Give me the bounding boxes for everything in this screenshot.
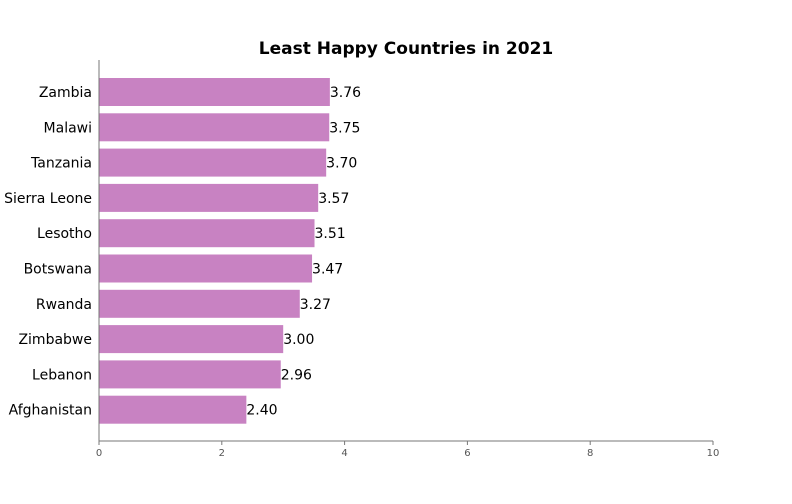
x-tick-label: 2 — [219, 448, 225, 459]
value-label: 3.75 — [329, 120, 360, 136]
value-label: 3.51 — [315, 226, 346, 242]
x-tick-label: 8 — [587, 448, 593, 459]
category-label: Lesotho — [37, 226, 92, 242]
value-label: 2.40 — [246, 403, 277, 419]
category-label: Sierra Leone — [4, 191, 92, 207]
bar-zambia — [99, 78, 330, 106]
x-tick-label: 6 — [464, 448, 470, 459]
x-tick-label: 0 — [96, 448, 102, 459]
x-tick-label: 4 — [341, 448, 347, 459]
category-label: Zambia — [39, 85, 92, 101]
bars-group — [99, 78, 330, 424]
value-label: 3.27 — [300, 297, 331, 313]
value-labels: 3.76 3.75 3.70 3.57 3.51 3.47 3.27 3.00 2.96 2.40 — [246, 85, 361, 419]
x-tick-label: 10 — [707, 448, 720, 459]
bar-sierra-leone — [99, 183, 319, 212]
value-label: 3.70 — [326, 156, 357, 172]
bar-malawi — [99, 113, 330, 142]
x-axis-ticks: 0 2 4 6 8 10 — [96, 441, 720, 459]
value-label: 3.47 — [312, 262, 343, 278]
value-label: 3.76 — [330, 85, 361, 101]
category-label: Botswana — [24, 262, 92, 278]
bar-tanzania — [99, 148, 327, 177]
category-labels: Zambia Malawi Tanzania Sierra Leone Lesotho B… — [4, 85, 92, 419]
bar-botswana — [99, 254, 313, 283]
category-label: Zimbabwe — [18, 332, 92, 348]
bar-zimbabwe — [99, 325, 284, 354]
category-label: Lebanon — [32, 367, 92, 383]
category-label: Afghanistan — [9, 403, 92, 419]
bar-rwanda — [99, 289, 300, 318]
bar-afghanistan — [99, 395, 247, 424]
bar-lesotho — [99, 219, 315, 248]
category-label: Tanzania — [30, 156, 92, 172]
category-label: Rwanda — [36, 297, 92, 313]
bar-lebanon — [99, 360, 281, 389]
value-label: 3.57 — [318, 191, 349, 207]
category-label: Malawi — [44, 120, 92, 136]
value-label: 3.00 — [283, 332, 314, 348]
value-label: 2.96 — [281, 367, 312, 383]
chart-title: Least Happy Countries in 2021 — [259, 39, 553, 59]
